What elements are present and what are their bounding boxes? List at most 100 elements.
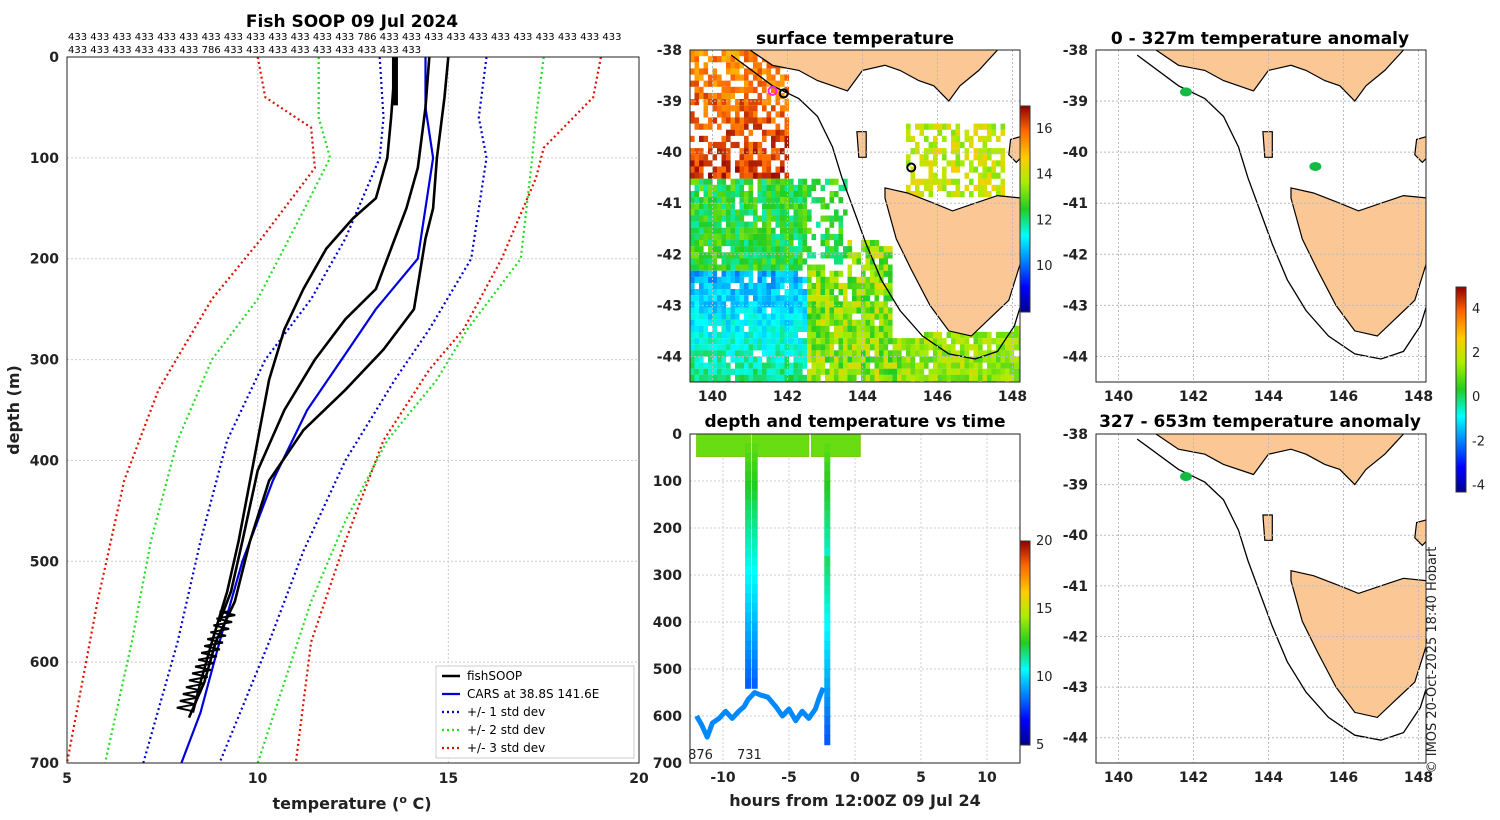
sst-cell xyxy=(735,295,740,302)
sst-cell xyxy=(847,252,853,259)
sst-cell xyxy=(1000,331,1006,339)
sst-cell xyxy=(946,374,952,381)
sst-cell xyxy=(861,264,866,271)
sst-cell xyxy=(973,331,979,339)
sst-cell xyxy=(879,246,884,253)
sst-cell xyxy=(780,264,785,271)
sst-cell xyxy=(933,362,938,369)
land-polygon xyxy=(884,187,1020,337)
sst-cell xyxy=(721,227,727,234)
anom2-panel: 327 - 653m temperature anomaly 140 142 144… xyxy=(1063,412,1433,786)
sst-cell xyxy=(721,166,727,173)
sst-cell xyxy=(726,276,731,283)
sst-cell xyxy=(784,209,790,216)
sst-cell xyxy=(690,246,695,253)
sst-cell xyxy=(974,387,979,393)
sst-cell xyxy=(834,246,839,253)
sst-cell xyxy=(838,338,844,345)
sst-cell xyxy=(825,289,830,296)
sst-cell xyxy=(771,344,776,351)
sst-cell xyxy=(901,338,907,345)
sst-cell xyxy=(789,215,794,222)
sst-cell xyxy=(798,289,803,296)
sst-cell xyxy=(694,148,700,155)
sst-cell xyxy=(703,282,709,290)
sst-cell xyxy=(708,184,713,191)
sst-cell xyxy=(789,344,794,351)
cast-segment xyxy=(745,584,752,595)
sst-cell xyxy=(717,178,722,185)
sst-cell xyxy=(780,362,785,369)
sst-cell xyxy=(1000,338,1006,345)
sst-cell xyxy=(726,258,731,265)
sst-cell xyxy=(744,178,749,185)
sst-cell xyxy=(775,319,781,326)
sst-cell xyxy=(798,374,803,381)
sst-cell xyxy=(816,270,821,277)
sst-cell xyxy=(726,184,731,191)
sst-cell xyxy=(838,368,844,375)
sst-cell xyxy=(816,356,821,363)
sst-cell xyxy=(708,221,713,228)
sst-cell xyxy=(775,258,781,265)
cast-segment xyxy=(745,556,752,567)
sst-cell xyxy=(748,197,754,204)
sst-cell xyxy=(996,135,1001,142)
sst-cell xyxy=(847,356,853,363)
anom1-points xyxy=(1180,87,1322,171)
sst-cell xyxy=(870,338,875,345)
sst-cell xyxy=(964,154,970,161)
sst-cell xyxy=(771,295,776,302)
sst-cell xyxy=(717,233,722,241)
sst-cell xyxy=(703,276,709,283)
sst-cell xyxy=(924,160,929,167)
sst-cell xyxy=(735,117,740,124)
sst-cell xyxy=(843,282,848,290)
sst-cell xyxy=(762,203,767,210)
sst-cell xyxy=(807,356,812,363)
cast-segment xyxy=(824,537,831,548)
sst-cell xyxy=(1009,374,1015,381)
sst-colorbar-tick: 16 xyxy=(1036,122,1053,137)
sst-cell xyxy=(699,270,704,277)
sst-cell xyxy=(825,282,830,290)
sst-cell xyxy=(784,135,790,142)
sst-cell xyxy=(798,221,803,228)
sst-cell xyxy=(744,252,749,259)
sst-cell xyxy=(753,227,758,234)
sst-cell xyxy=(852,374,857,381)
sst-cell xyxy=(699,154,704,161)
sst-cell xyxy=(690,325,695,332)
sst-cell xyxy=(780,350,785,357)
sst-cell xyxy=(699,276,704,283)
cast-segment xyxy=(751,631,758,642)
sst-cell xyxy=(766,92,772,100)
sst-cell xyxy=(789,233,794,241)
sst-cell xyxy=(834,233,839,241)
sst-cell xyxy=(784,105,790,112)
sst-cell xyxy=(757,331,763,339)
anom2-land xyxy=(1153,434,1426,719)
sst-cell xyxy=(703,203,709,210)
sst-cell xyxy=(690,258,695,265)
lat-tick-label: -40 xyxy=(657,145,683,161)
sst-cell xyxy=(861,368,866,375)
sst-cell xyxy=(712,362,718,369)
sst-cell xyxy=(766,129,772,136)
sst-cell xyxy=(694,50,700,57)
sst-cell xyxy=(726,50,731,57)
sst-cell xyxy=(879,368,884,375)
sst-cell xyxy=(721,86,727,93)
sst-cell xyxy=(825,356,830,363)
sst-cell xyxy=(744,221,749,228)
sst-cell xyxy=(838,331,844,339)
sst-cell xyxy=(775,246,781,253)
sst-cell xyxy=(712,270,718,277)
sst-cell xyxy=(924,178,929,185)
sst-cell xyxy=(721,154,727,161)
sst-cell xyxy=(717,80,722,87)
sst-cell xyxy=(784,172,790,179)
sst-cell xyxy=(793,325,799,332)
sst-cell xyxy=(744,356,749,363)
sst-cell xyxy=(825,295,830,302)
